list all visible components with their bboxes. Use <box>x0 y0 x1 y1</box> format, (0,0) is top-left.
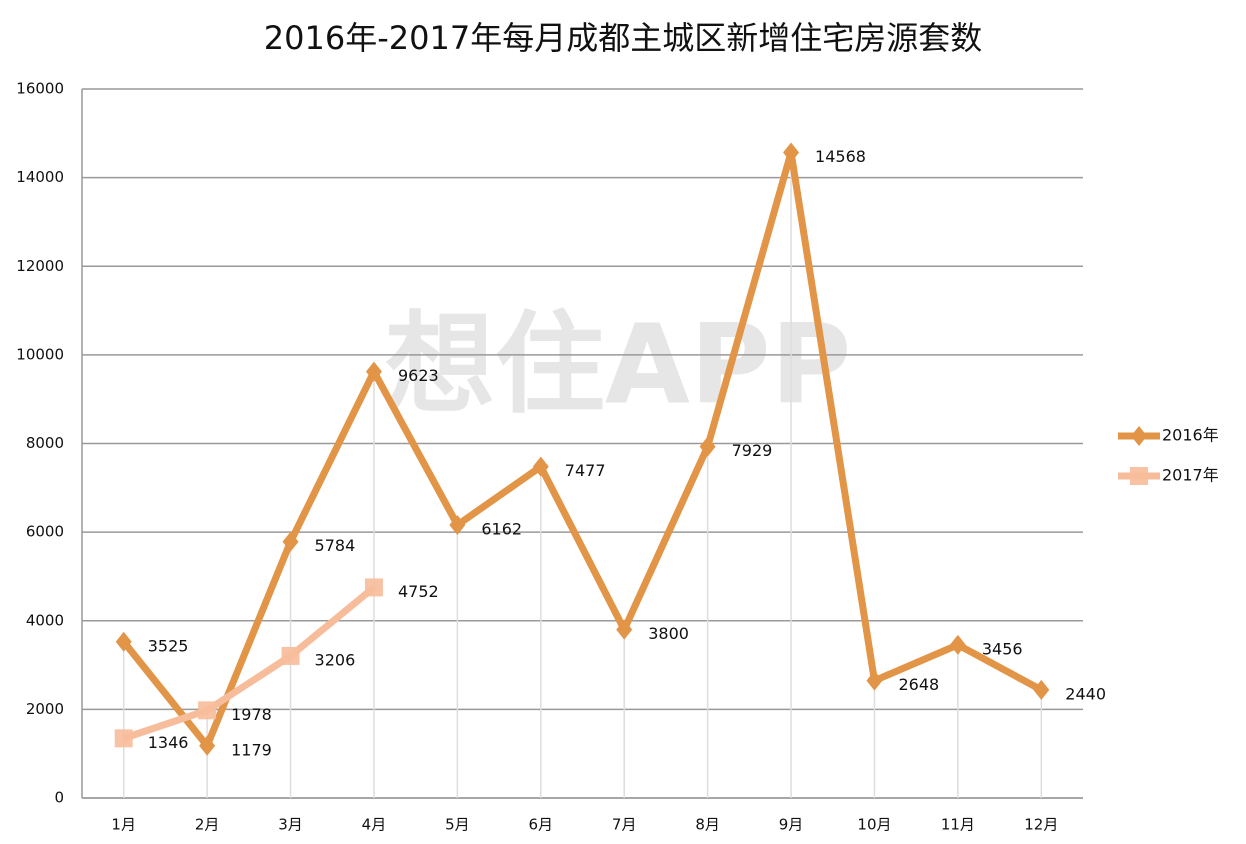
y-tick-label: 16000 <box>16 80 64 98</box>
data-label: 3525 <box>148 636 189 655</box>
x-tick-label: 9月 <box>779 816 804 834</box>
data-label: 6162 <box>481 519 522 538</box>
x-tick-label: 6月 <box>529 816 554 834</box>
data-label: 1346 <box>148 733 189 752</box>
data-label: 3456 <box>982 639 1023 658</box>
x-tick-label: 3月 <box>278 816 303 834</box>
x-tick-label: 5月 <box>445 816 470 834</box>
legend-label: 2016年 <box>1162 426 1219 445</box>
data-label: 9623 <box>398 366 439 385</box>
point <box>783 142 800 163</box>
x-tick-label: 7月 <box>612 816 637 834</box>
y-tick-label: 0 <box>54 789 64 807</box>
chart-title: 2016年-2017年每月成都主城区新增住宅房源套数 <box>264 19 982 57</box>
data-label: 2440 <box>1065 684 1106 703</box>
point <box>199 735 216 756</box>
point <box>198 701 217 720</box>
y-tick-label: 2000 <box>26 700 64 718</box>
data-label: 1179 <box>231 740 272 759</box>
y-tick-label: 14000 <box>16 168 64 186</box>
y-tick-label: 6000 <box>26 523 64 541</box>
data-label: 14568 <box>815 147 866 166</box>
point <box>616 619 633 640</box>
x-tick-label: 8月 <box>695 816 720 834</box>
x-tick-label: 10月 <box>857 816 891 834</box>
point <box>282 531 299 552</box>
data-label: 3206 <box>315 650 356 669</box>
data-label: 7929 <box>732 441 773 460</box>
x-tick-label: 1月 <box>111 816 136 834</box>
data-label: 2648 <box>898 675 939 694</box>
point <box>281 646 300 665</box>
point <box>115 631 132 652</box>
series-line <box>122 584 377 742</box>
point <box>532 456 549 477</box>
data-label: 1978 <box>231 705 272 724</box>
point <box>114 729 133 748</box>
y-tick-label: 10000 <box>16 345 64 363</box>
x-tick-label: 2月 <box>195 816 220 834</box>
point <box>699 436 716 457</box>
point <box>449 514 466 535</box>
y-tick-label: 12000 <box>16 257 64 275</box>
data-label: 5784 <box>315 536 356 555</box>
legend-label: 2017年 <box>1162 466 1219 485</box>
point <box>365 361 382 382</box>
data-label: 3800 <box>648 624 689 643</box>
point <box>1130 467 1148 485</box>
point <box>1131 426 1147 446</box>
point <box>1033 679 1050 700</box>
x-tick-label: 4月 <box>362 816 387 834</box>
x-tick-label: 11月 <box>941 816 975 834</box>
point <box>949 634 966 655</box>
data-label: 4752 <box>398 582 439 601</box>
y-tick-label: 8000 <box>26 434 64 452</box>
point <box>866 670 883 691</box>
x-tick-label: 12月 <box>1024 816 1058 834</box>
data-label: 7477 <box>565 461 606 480</box>
point <box>364 578 383 597</box>
y-tick-label: 4000 <box>26 611 64 629</box>
watermark: 想住APP <box>385 300 851 428</box>
series-line <box>120 148 1043 750</box>
